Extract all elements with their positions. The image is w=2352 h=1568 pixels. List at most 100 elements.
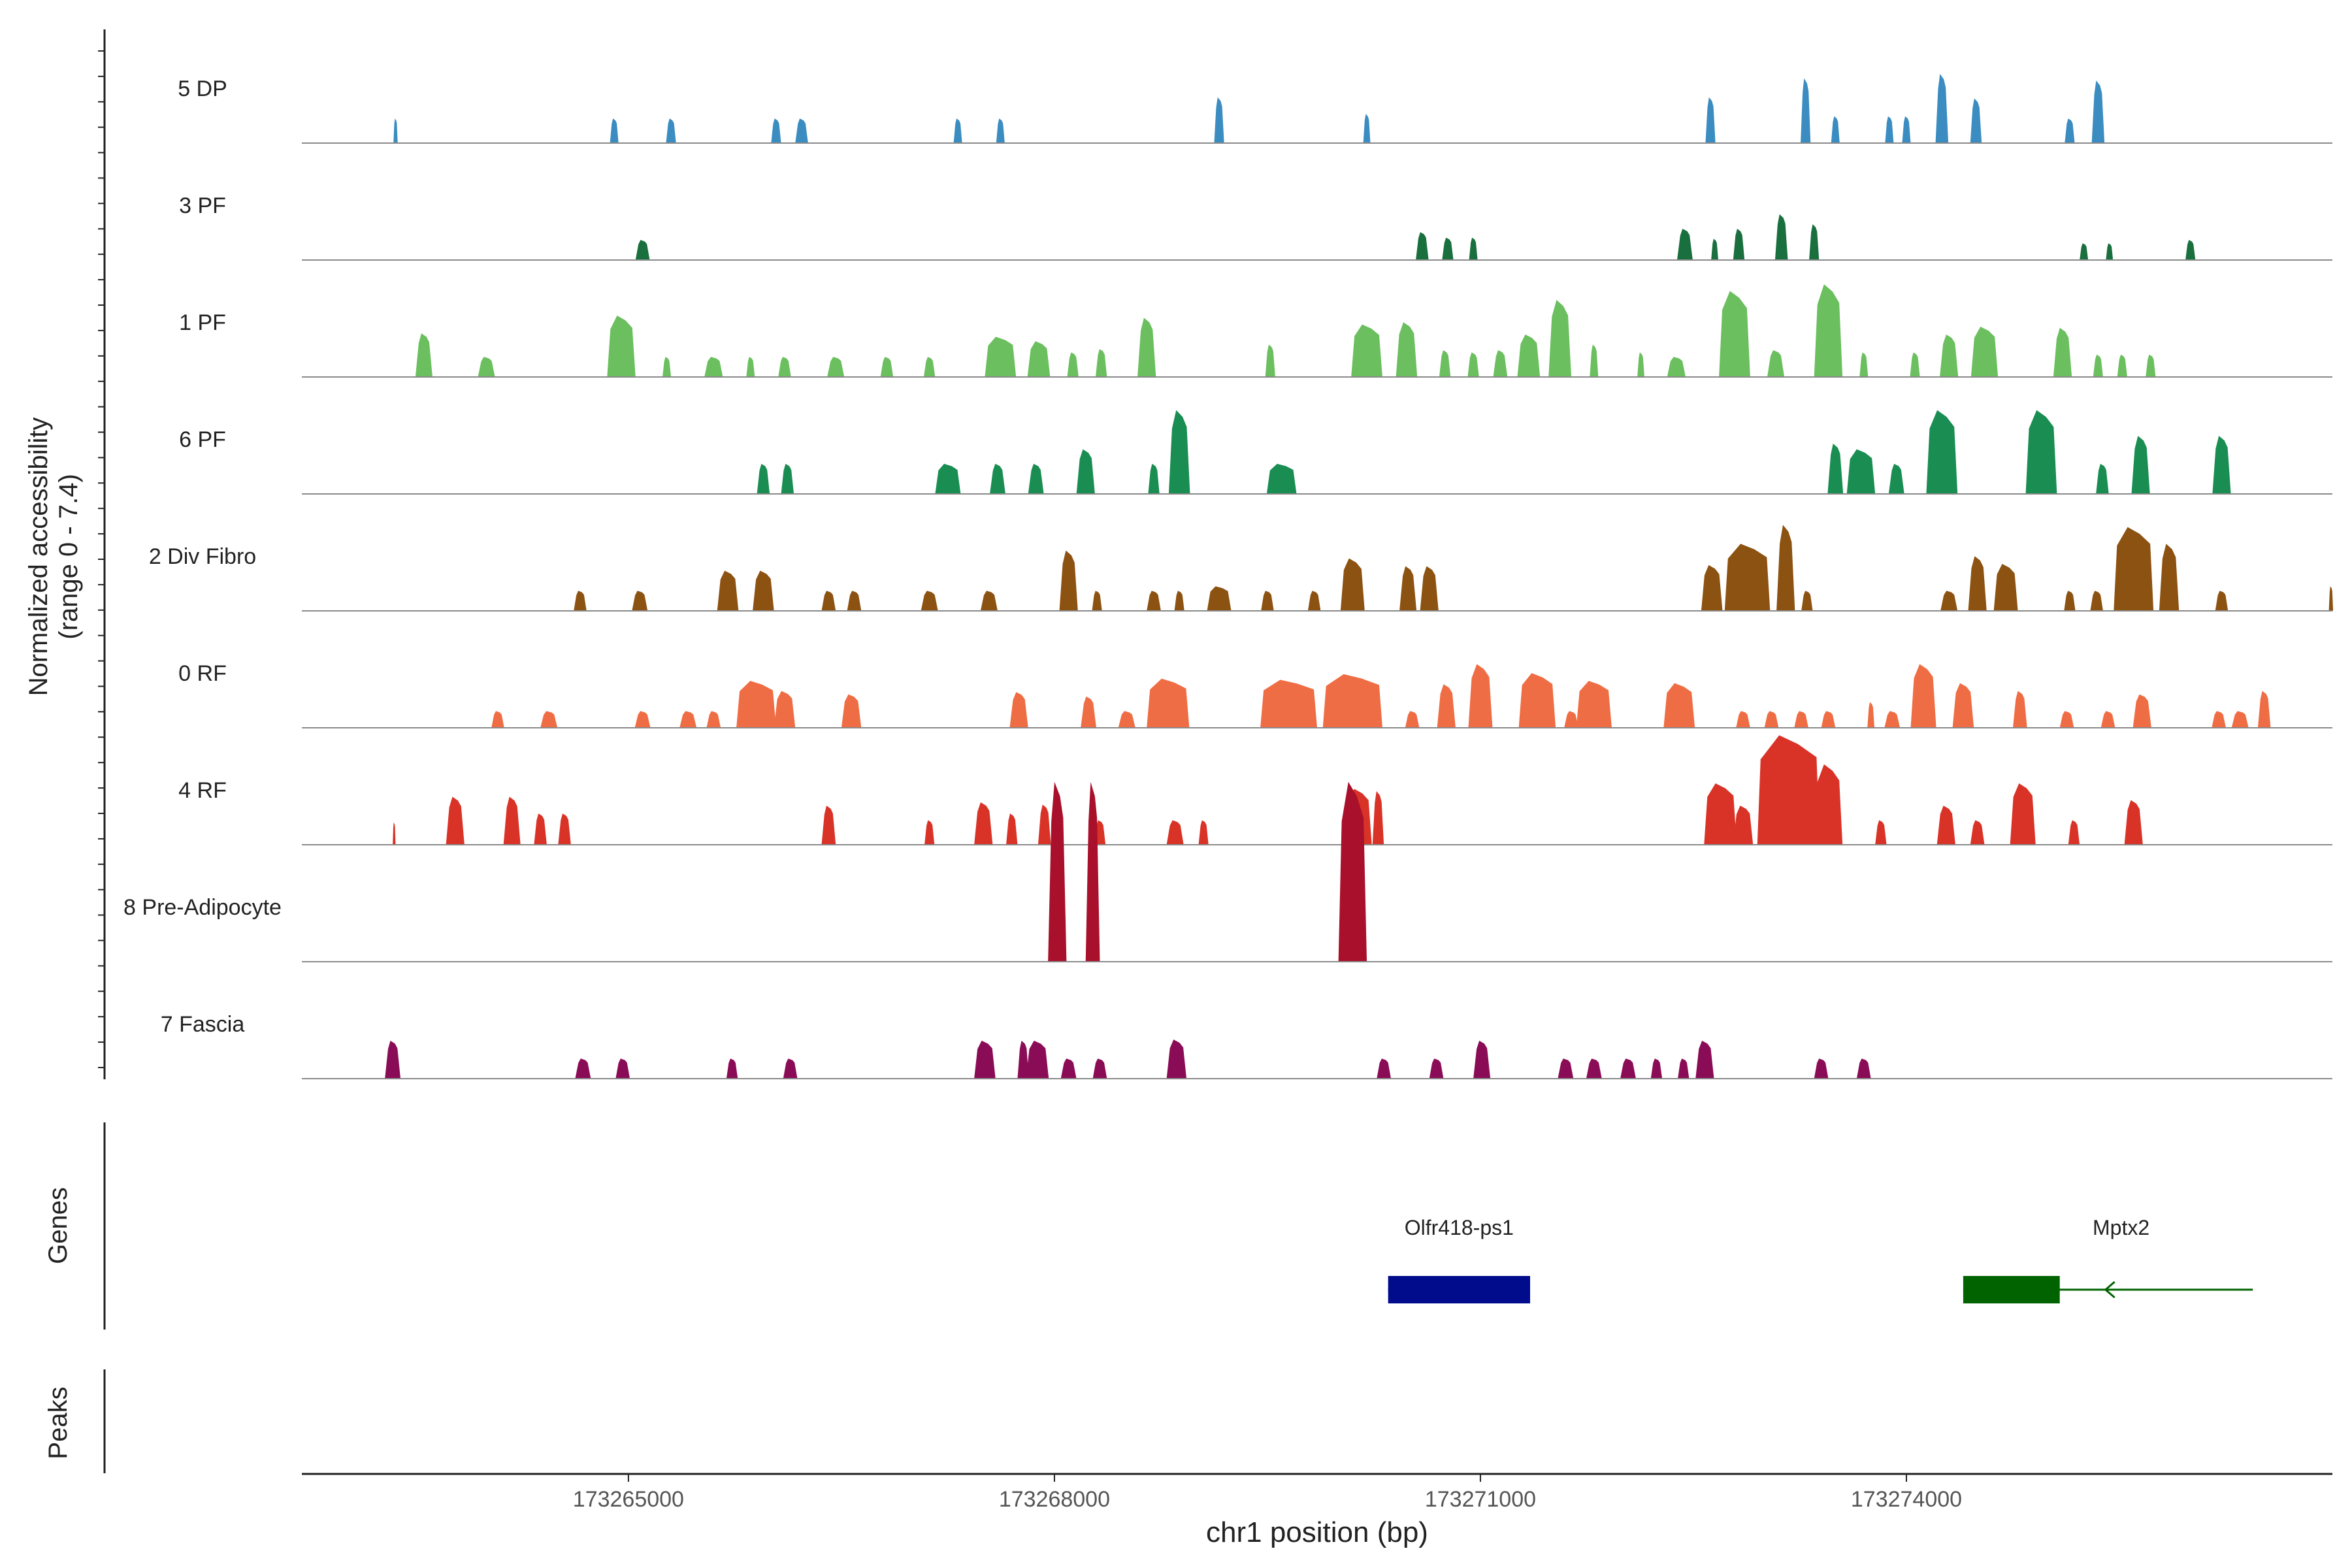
peak [634, 711, 651, 728]
track-label: 7 Fascia [161, 1012, 245, 1037]
track-8-pre-adipocyte: 8 Pre-Adipocyte [123, 781, 2332, 962]
peak [662, 357, 672, 377]
peak [1416, 232, 1429, 260]
gene-name: Olfr418-ps1 [1405, 1216, 1514, 1239]
peak [2257, 691, 2271, 728]
peak [1846, 449, 1876, 494]
peak [923, 357, 936, 377]
peak [996, 118, 1005, 143]
peak [847, 591, 862, 611]
exon [1388, 1276, 1531, 1303]
peak [2091, 80, 2105, 143]
track-2-div-fibro: 2 Div Fibro [149, 525, 2334, 612]
peak [1442, 237, 1454, 260]
peak [1814, 284, 1843, 377]
peak [2068, 820, 2080, 845]
peak [2117, 354, 2127, 377]
peak [1888, 463, 1904, 494]
peak [795, 118, 808, 143]
peak [1558, 1058, 1574, 1079]
peak [757, 463, 770, 494]
peak [880, 357, 894, 377]
peak [821, 806, 836, 845]
peaks-track-label: Peaks [44, 1386, 73, 1459]
peak [2114, 527, 2154, 611]
track-label: 4 RF [178, 778, 227, 803]
track-label: 6 PF [179, 427, 226, 452]
peak [1198, 820, 1209, 845]
peak [2012, 691, 2027, 728]
peak [2159, 544, 2180, 611]
peak [1590, 344, 1599, 377]
peak [1265, 344, 1275, 377]
peak [985, 336, 1017, 377]
peak [534, 813, 547, 845]
peak [1733, 806, 1754, 845]
peak [1467, 352, 1479, 377]
peak [1650, 1058, 1663, 1079]
peak [1970, 820, 1985, 845]
peak [736, 681, 776, 728]
track-label: 5 DP [178, 76, 227, 101]
peak [1420, 566, 1439, 611]
peak [1993, 564, 2018, 611]
peak [1814, 764, 1843, 845]
peak [783, 1058, 798, 1079]
peak [1260, 679, 1317, 728]
peak [1027, 341, 1051, 377]
peak [1429, 1058, 1444, 1079]
peak [1827, 444, 1844, 494]
peak [1059, 550, 1078, 611]
peak [1676, 229, 1693, 260]
peak [1970, 327, 1999, 377]
peak [1902, 116, 1911, 143]
peak [393, 822, 396, 845]
peak [1867, 702, 1875, 728]
peak [1261, 591, 1274, 611]
peak [1048, 781, 1067, 962]
peak [1037, 804, 1051, 845]
peak [2124, 800, 2143, 845]
track-5-dp: 5 DP [178, 73, 2332, 144]
peak [1814, 1058, 1829, 1079]
peak [821, 591, 836, 611]
peak [679, 711, 697, 728]
genes-track-label: Genes [44, 1187, 73, 1264]
peak [935, 463, 961, 494]
track-4-rf: 4 RF [178, 735, 2332, 845]
peak [1517, 335, 1541, 377]
peak [1548, 300, 1572, 377]
peak [2059, 711, 2074, 728]
track-label: 0 RF [178, 661, 227, 686]
peak [1473, 1040, 1491, 1079]
peak [1026, 1040, 1049, 1079]
peak [1017, 1040, 1029, 1079]
track-3-pf: 3 PF [179, 193, 2332, 261]
peak [2080, 243, 2089, 260]
peak [1060, 1058, 1077, 1079]
peak [1831, 116, 1840, 143]
peak [607, 315, 636, 377]
peak [1586, 1058, 1602, 1079]
peak [2065, 118, 2075, 143]
peak [1405, 711, 1420, 728]
peak [1396, 322, 1418, 377]
peak [1168, 410, 1190, 494]
peak [2185, 240, 2196, 260]
peak [1085, 781, 1100, 962]
peak [2093, 354, 2103, 377]
peak [990, 463, 1005, 494]
track-7-fascia: 7 Fascia [161, 1012, 2332, 1079]
peak [2212, 711, 2226, 728]
peak [1028, 463, 1044, 494]
peak [2096, 463, 2109, 494]
peak [1439, 350, 1451, 377]
peak [1695, 1040, 1714, 1079]
peak [1148, 463, 1160, 494]
peak [393, 118, 398, 143]
y-axis-title-line1: Normalized accessibility [24, 417, 53, 696]
x-tick-label: 173271000 [1425, 1487, 1536, 1512]
peak [974, 802, 993, 845]
peak [1940, 335, 1959, 377]
